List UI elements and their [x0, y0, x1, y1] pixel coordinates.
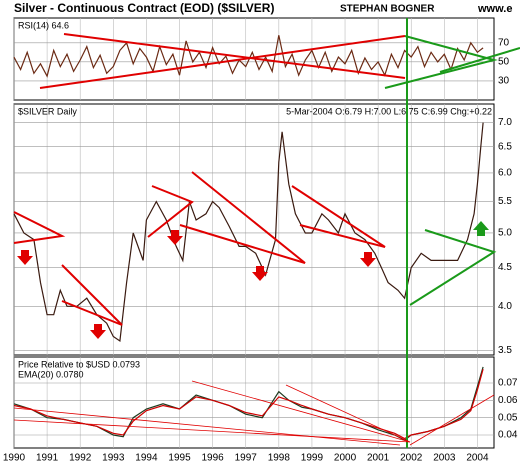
y-tick-label: 0.07: [498, 378, 518, 389]
y-tick-label: 6.5: [498, 141, 512, 152]
arrow: [167, 230, 183, 245]
y-tick-label: 70: [498, 37, 510, 48]
series-line: [13, 35, 484, 78]
trendline: [439, 47, 520, 73]
trendline: [13, 407, 401, 446]
y-tick-label: 50: [498, 57, 510, 68]
annotations: [13, 18, 520, 448]
x-tick-label: 2003: [433, 453, 456, 464]
y-tick-label: 0.05: [498, 412, 518, 423]
y-tick-label: 5.0: [498, 228, 512, 239]
arrow: [252, 266, 268, 281]
trendline: [291, 185, 386, 248]
arrow: [17, 250, 33, 265]
y-tick-label: 6.0: [498, 168, 512, 179]
author: STEPHAN BOGNER: [340, 4, 435, 15]
x-tick-label: 1997: [235, 453, 258, 464]
y-tick-label: 7.0: [498, 117, 512, 128]
trendline: [409, 229, 497, 306]
x-tick-label: 1999: [301, 453, 324, 464]
x-tick-label: 1996: [201, 453, 224, 464]
trendlines-relative: [13, 380, 495, 446]
y-tick-label: 0.06: [498, 395, 518, 406]
x-tick-label: 1990: [3, 453, 26, 464]
x-tick-label: 2001: [367, 453, 390, 464]
x-tick-label: 1993: [102, 453, 125, 464]
panel-label: EMA(20) 0.0780: [18, 369, 84, 379]
x-tick-label: 1992: [69, 453, 92, 464]
series-line: [13, 368, 484, 440]
panel-label: $SILVER Daily: [18, 106, 77, 116]
trendline: [179, 171, 306, 264]
trendline: [285, 384, 411, 443]
arrow: [360, 252, 376, 267]
x-tick-label: 2004: [466, 453, 489, 464]
y-tick-label: 0.04: [498, 430, 518, 441]
arrow: [90, 324, 106, 339]
y-tick-label: 5.5: [498, 196, 512, 207]
site: www.e: [477, 3, 512, 15]
panel-info: 5-Mar-2004 O:6.79 H:7.00 L:6.75 C:6.99 C…: [286, 106, 492, 116]
down-arrows: [17, 230, 376, 339]
chart-title: Silver - Continuous Contract (EOD) ($SIL…: [14, 1, 274, 15]
trendline: [61, 264, 123, 326]
x-tick-label: 2000: [334, 453, 357, 464]
up-arrow: [473, 221, 489, 236]
trendline: [13, 211, 66, 244]
y-tick-label: 30: [498, 76, 510, 87]
trendline: [39, 35, 406, 89]
panels: 30 50 70 RSI(14) 64.6 3.5 4.0 4.5 5.0 5.5 6.0 6.5 7…: [3, 17, 518, 464]
panel-label: RSI(14) 64.6: [18, 20, 69, 30]
y-tick-label: 4.5: [498, 262, 512, 273]
trendline: [384, 35, 498, 89]
x-tick-label: 1995: [168, 453, 191, 464]
y-tick-label: 3.5: [498, 345, 512, 356]
trendline: [191, 380, 411, 443]
trendline: [63, 33, 406, 79]
x-tick-label: 2002: [400, 453, 423, 464]
x-tick-label: 1998: [268, 453, 291, 464]
trendline: [13, 419, 411, 443]
x-tick-label: 1991: [36, 453, 59, 464]
y-tick-label: 4.0: [498, 301, 512, 312]
trendline: [409, 394, 495, 446]
panel-label: Price Relative to $USD 0.0793: [18, 359, 140, 369]
trendline: [147, 185, 194, 238]
x-tick-label: 1994: [135, 453, 158, 464]
